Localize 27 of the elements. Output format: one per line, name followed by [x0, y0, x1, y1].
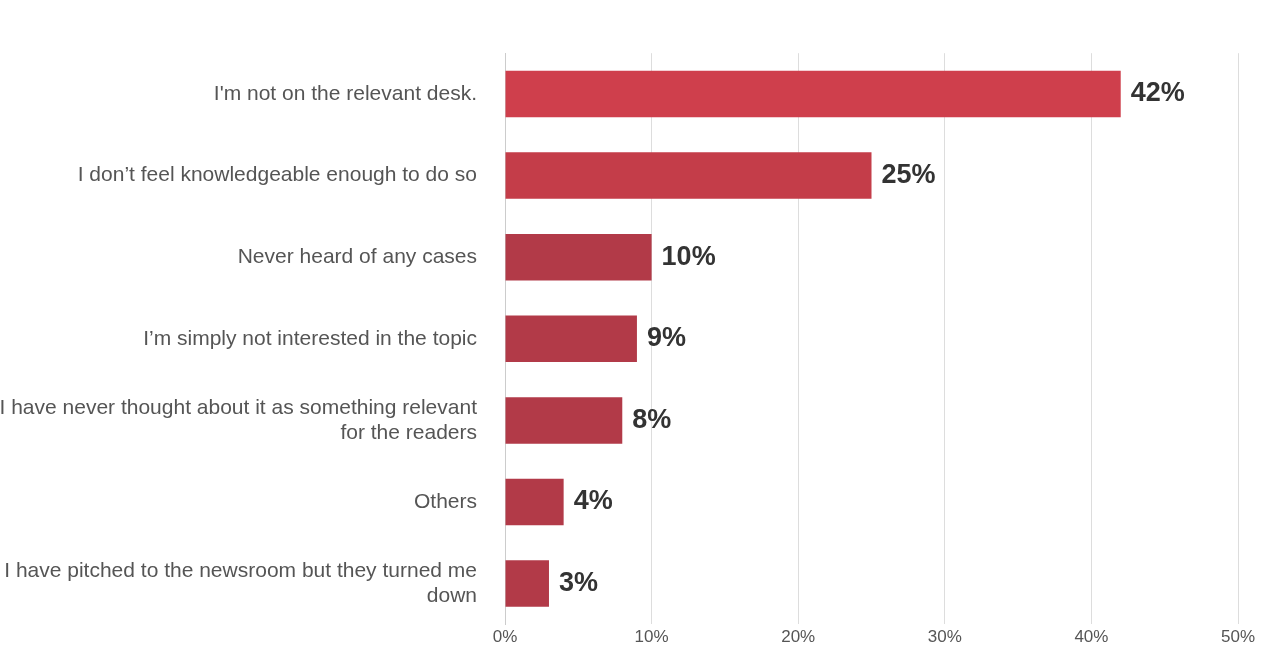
data-label: 8%: [632, 403, 672, 434]
x-tick-label: 20%: [781, 627, 816, 647]
x-tick-label: 0%: [492, 627, 518, 647]
y-tick-label: I don’t feel knowledgeable enough to do so: [77, 162, 477, 186]
data-label: 10%: [661, 240, 716, 271]
y-tick-label: Never heard of any cases: [237, 244, 477, 267]
y-tick-label: I’m simply not interested in the topic: [143, 325, 477, 349]
x-tick-label: 50%: [1220, 627, 1256, 647]
x-tick-label: 10%: [634, 627, 669, 647]
bar: [505, 478, 564, 526]
data-label: 42%: [1130, 77, 1185, 108]
data-label: 3%: [558, 567, 599, 598]
y-tick-label: I have never thought about it as something relevant for the readers: [0, 394, 478, 443]
x-tick-label: 30%: [927, 627, 962, 647]
data-label: 4%: [573, 485, 613, 516]
data-label: 25%: [881, 159, 936, 190]
bar: [505, 397, 623, 444]
y-tick-label: I have pitched to the newsroom but they turned me down: [4, 557, 477, 606]
bar: [505, 315, 637, 363]
y-tick-label: I'm not on the relevant desk.: [213, 80, 477, 104]
data-label: 9%: [646, 322, 686, 353]
bar: [505, 70, 1121, 118]
y-tick-label: Others: [413, 488, 477, 512]
bar: [505, 152, 872, 199]
x-tick-label: 40%: [1074, 627, 1109, 647]
bar: [505, 233, 652, 281]
bar: [505, 560, 549, 607]
